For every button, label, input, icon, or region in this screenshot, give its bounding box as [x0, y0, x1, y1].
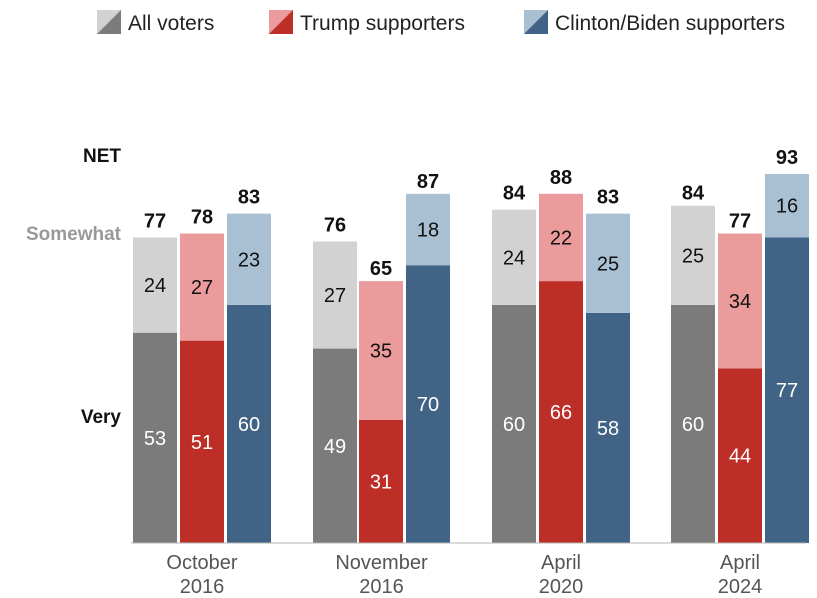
bar-somewhat-trump-0 — [180, 233, 224, 341]
label-very-dem-1: 70 — [417, 394, 439, 416]
bar-very-all-2 — [492, 304, 536, 543]
bar-somewhat-dem-2 — [586, 213, 630, 313]
bar-very-trump-0 — [180, 340, 224, 543]
bar-very-dem-0 — [227, 304, 271, 543]
bar-very-dem-1 — [406, 265, 450, 543]
label-net-dem-2: 83 — [597, 187, 619, 209]
label-very-trump-3: 44 — [729, 446, 751, 468]
bar-somewhat-dem-3 — [765, 173, 809, 238]
label-somewhat-dem-1: 18 — [417, 220, 439, 242]
legend-swatch-dem-dark — [524, 10, 548, 34]
label-net-trump-1: 65 — [370, 258, 392, 280]
bar-somewhat-all-2 — [492, 209, 536, 305]
group-label-line2-3: 2024 — [718, 576, 763, 598]
bar-very-dem-3 — [765, 237, 809, 544]
legend-label-dem: Clinton/Biden supporters — [555, 12, 785, 35]
label-somewhat-all-2: 24 — [503, 247, 525, 269]
label-net-trump-3: 77 — [729, 210, 751, 232]
label-very-trump-0: 51 — [191, 432, 213, 454]
bar-somewhat-trump-1 — [359, 281, 403, 420]
label-somewhat-all-0: 24 — [144, 275, 166, 297]
label-somewhat-trump-1: 35 — [370, 341, 392, 363]
bar-somewhat-all-3 — [671, 205, 715, 305]
bar-somewhat-all-0 — [133, 237, 177, 333]
legend: All voters Trump supporters Clinton/Biden … — [97, 10, 785, 35]
label-somewhat-dem-3: 16 — [776, 196, 798, 218]
bars: 53 24 77 51 27 78 60 23 83 49 27 76 31 35 65 70 18 87 60 24… — [133, 147, 809, 544]
label-net-all-3: 84 — [682, 183, 705, 205]
bar-very-all-1 — [313, 348, 357, 543]
legend-swatch-trump-dark — [269, 10, 293, 34]
label-very-trump-2: 66 — [550, 402, 572, 424]
label-very-all-0: 53 — [144, 428, 166, 450]
label-very-dem-2: 58 — [597, 418, 619, 440]
bar-somewhat-dem-1 — [406, 193, 450, 266]
bar-very-all-3 — [671, 304, 715, 543]
legend-label-all: All voters — [128, 12, 214, 35]
group-label-line2-1: 2016 — [359, 576, 404, 598]
group-label-line1-3: April — [720, 552, 760, 574]
label-somewhat-trump-2: 22 — [550, 227, 572, 249]
label-very-trump-1: 31 — [370, 471, 392, 493]
label-somewhat-trump-3: 34 — [729, 291, 751, 313]
label-very-dem-0: 60 — [238, 414, 260, 436]
label-very-all-3: 60 — [682, 414, 704, 436]
label-net-all-1: 76 — [324, 214, 346, 236]
label-somewhat-dem-2: 25 — [597, 253, 619, 275]
label-net-all-2: 84 — [503, 183, 526, 205]
group-label-line2-2: 2020 — [539, 576, 584, 598]
bar-somewhat-trump-3 — [718, 233, 762, 369]
label-somewhat-all-3: 25 — [682, 245, 704, 267]
label-net-dem-1: 87 — [417, 171, 439, 193]
bar-very-trump-2 — [539, 281, 583, 543]
bar-very-dem-2 — [586, 312, 630, 543]
group-label-line2-0: 2016 — [180, 576, 225, 598]
bar-somewhat-all-1 — [313, 241, 357, 349]
bar-very-trump-1 — [359, 419, 403, 543]
label-net-dem-0: 83 — [238, 187, 260, 209]
row-label-very: Very — [81, 407, 122, 428]
group-labels: October2016November2016April2020April202… — [166, 552, 762, 598]
label-net-trump-2: 88 — [550, 167, 572, 189]
group-label-line1-1: November — [335, 552, 428, 574]
label-somewhat-all-1: 27 — [324, 285, 346, 307]
group-label-line1-0: October — [166, 552, 237, 574]
label-net-trump-0: 78 — [191, 206, 213, 228]
legend-label-trump: Trump supporters — [300, 12, 465, 35]
label-net-all-0: 77 — [144, 210, 166, 232]
label-very-all-2: 60 — [503, 414, 525, 436]
row-label-somewhat: Somewhat — [26, 224, 122, 245]
label-net-dem-3: 93 — [776, 147, 798, 169]
bar-very-trump-3 — [718, 368, 762, 543]
label-somewhat-dem-0: 23 — [238, 249, 260, 271]
group-label-line1-2: April — [541, 552, 581, 574]
label-somewhat-trump-0: 27 — [191, 277, 213, 299]
label-very-all-1: 49 — [324, 436, 346, 458]
row-labels: NET Somewhat Very — [26, 146, 122, 428]
label-very-dem-3: 77 — [776, 380, 798, 402]
bar-somewhat-dem-0 — [227, 213, 271, 305]
bar-very-all-0 — [133, 332, 177, 543]
row-label-net: NET — [83, 146, 121, 167]
legend-swatch-all-dark — [97, 10, 121, 34]
bar-somewhat-trump-2 — [539, 193, 583, 282]
